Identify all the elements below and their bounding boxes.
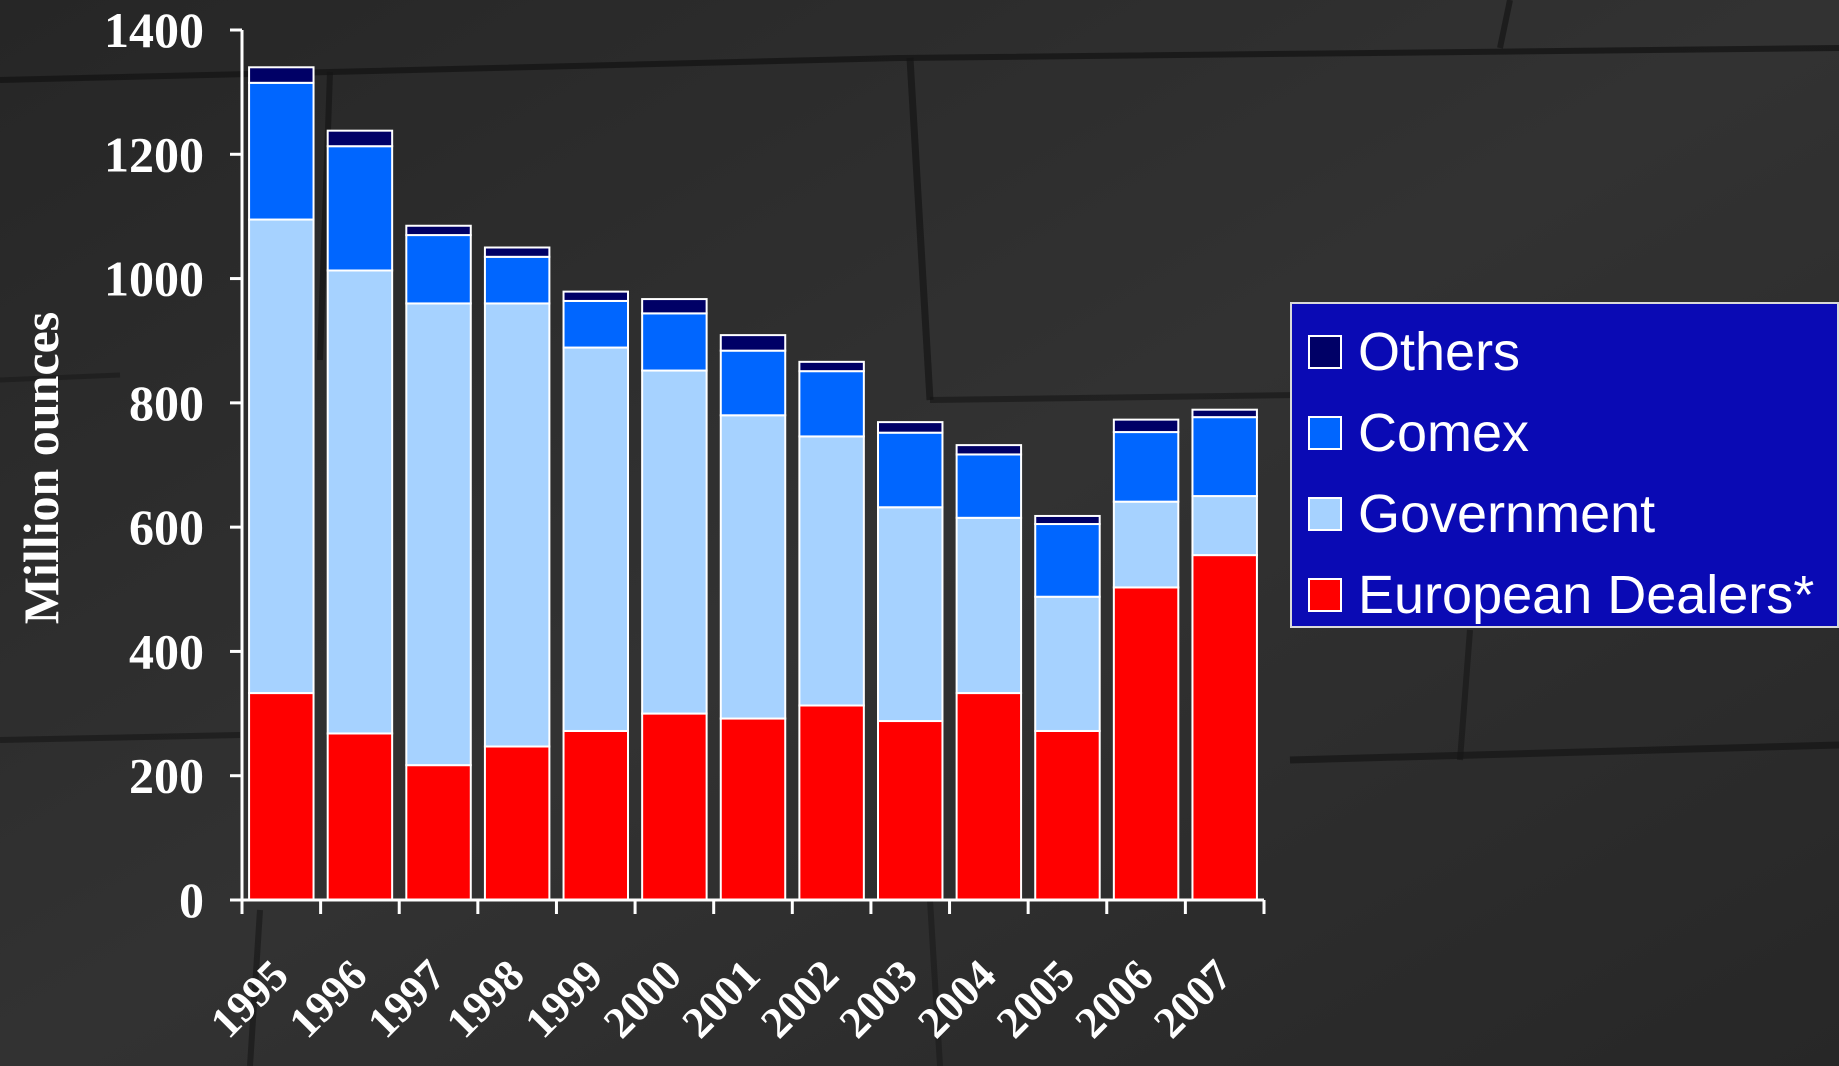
- y-tick-label: 1200: [104, 126, 204, 182]
- legend-label-others: Others: [1358, 322, 1521, 382]
- bar-government-2005: [1034, 595, 1101, 732]
- bar-government-2002: [798, 435, 865, 707]
- bar-government-1995: [248, 218, 315, 695]
- bar-european-dealers-2007: [1191, 554, 1258, 901]
- y-tick-label: 400: [129, 623, 204, 679]
- legend-swatch-comex: [1308, 416, 1342, 450]
- bar-comex-2000: [641, 312, 708, 372]
- bar-comex-1999: [562, 299, 630, 349]
- legend-item-government: Government: [1308, 484, 1655, 544]
- bar-government-1998: [483, 302, 551, 748]
- legend-item-others: Others: [1308, 322, 1520, 382]
- legend-swatch-government: [1308, 497, 1342, 531]
- y-tick-label: 0: [179, 872, 204, 928]
- bar-european-dealers-1997: [405, 764, 472, 902]
- bar-comex-2004: [955, 453, 1023, 519]
- bar-others-2002: [798, 360, 865, 373]
- bar-european-dealers-2000: [641, 712, 708, 901]
- bar-others-2003: [876, 421, 944, 434]
- bar-others-1997: [405, 224, 472, 237]
- bar-european-dealers-1999: [562, 729, 630, 901]
- bar-european-dealers-2004: [955, 692, 1023, 901]
- y-tick-label: 1400: [104, 2, 204, 58]
- y-tick-label: 1000: [104, 251, 204, 307]
- y-tick-label: 200: [129, 748, 204, 804]
- bar-comex-2002: [798, 370, 865, 438]
- legend-swatch-others: [1308, 335, 1342, 369]
- bar-others-1999: [562, 290, 630, 302]
- bars: [248, 66, 1258, 902]
- bar-comex-2003: [876, 431, 944, 509]
- bar-others-1995: [248, 66, 315, 84]
- bar-government-2000: [641, 369, 708, 715]
- legend: Others Comex Government European Dealers…: [1290, 302, 1839, 628]
- bar-comex-2001: [719, 349, 787, 417]
- y-tick-label: 600: [129, 499, 204, 555]
- bar-european-dealers-2006: [1112, 586, 1180, 902]
- bar-others-2007: [1191, 408, 1258, 419]
- bar-european-dealers-1996: [326, 732, 394, 902]
- bar-comex-1995: [248, 81, 315, 221]
- bar-european-dealers-2002: [798, 704, 865, 901]
- bar-european-dealers-2001: [719, 717, 787, 901]
- bar-comex-2006: [1112, 431, 1180, 503]
- bar-government-1996: [326, 269, 394, 735]
- legend-item-comex: Comex: [1308, 403, 1529, 463]
- legend-swatch-european-dealers: [1308, 578, 1342, 612]
- bar-government-2007: [1191, 495, 1258, 557]
- bar-government-2001: [719, 414, 787, 720]
- legend-label-european-dealers: European Dealers*: [1358, 565, 1815, 625]
- legend-label-comex: Comex: [1358, 403, 1530, 463]
- bar-european-dealers-2005: [1034, 729, 1101, 901]
- bar-government-2004: [955, 516, 1023, 695]
- bar-comex-1998: [483, 255, 551, 305]
- bar-comex-2005: [1034, 523, 1101, 598]
- bar-government-2006: [1112, 500, 1180, 589]
- bar-european-dealers-1995: [248, 692, 315, 901]
- bar-european-dealers-2003: [876, 720, 944, 901]
- bar-government-2003: [876, 506, 944, 723]
- y-axis-label: Million ounces: [13, 312, 69, 625]
- bar-others-2004: [955, 444, 1023, 456]
- legend-label-government: Government: [1358, 484, 1656, 544]
- bar-others-2001: [719, 334, 787, 352]
- bar-government-1999: [562, 346, 630, 732]
- bar-others-2005: [1034, 514, 1101, 526]
- bar-comex-1997: [405, 234, 472, 305]
- y-tick-label: 800: [129, 375, 204, 431]
- legend-item-european-dealers: European Dealers*: [1308, 565, 1814, 625]
- bar-government-1997: [405, 302, 472, 767]
- bar-others-1996: [326, 129, 394, 148]
- bar-comex-1996: [326, 145, 394, 272]
- bar-comex-2007: [1191, 416, 1258, 498]
- bar-others-2006: [1112, 418, 1180, 434]
- bar-european-dealers-1998: [483, 745, 551, 901]
- bar-others-2000: [641, 298, 708, 315]
- bar-others-1998: [483, 246, 551, 258]
